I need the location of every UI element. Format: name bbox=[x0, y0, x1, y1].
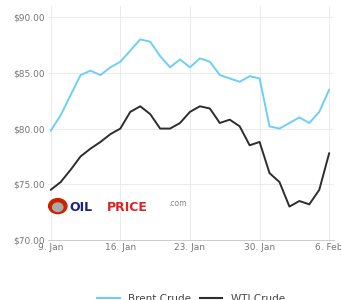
Text: .com: .com bbox=[168, 199, 187, 208]
Circle shape bbox=[53, 203, 63, 212]
Text: PRICE: PRICE bbox=[106, 201, 147, 214]
Legend: Brent Crude, WTI Crude: Brent Crude, WTI Crude bbox=[93, 290, 289, 300]
Text: OIL: OIL bbox=[69, 201, 92, 214]
Circle shape bbox=[49, 199, 67, 214]
